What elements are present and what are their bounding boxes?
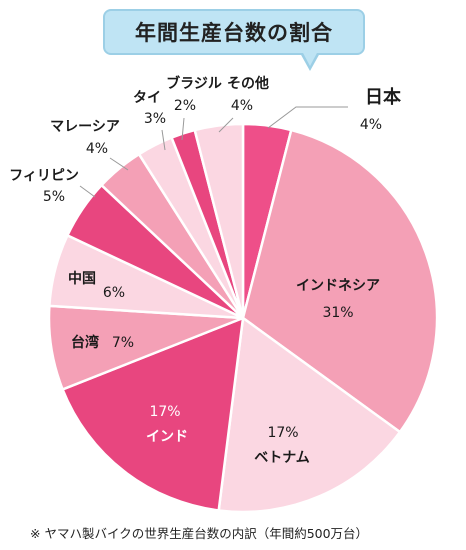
slice-value-6: 5%	[43, 189, 65, 205]
leader-line-6	[79, 185, 96, 198]
slice-value-8: 3%	[144, 111, 166, 127]
pie-slices	[47, 122, 439, 514]
slice-value-3: 17%	[149, 404, 180, 420]
slice-value-7: 4%	[86, 141, 108, 157]
slice-label-2: ベトナム	[254, 450, 310, 466]
pie-slice-10	[193, 122, 245, 319]
leader-line-8	[161, 129, 166, 151]
leader-line-10	[218, 117, 234, 133]
slice-label-4: 台湾	[71, 334, 99, 351]
slice-label-10: その他	[227, 75, 269, 92]
slice-value-9: 2%	[174, 98, 196, 114]
slice-value-0: 4%	[360, 117, 382, 133]
leader-line-9	[181, 117, 185, 141]
slice-label-0: 日本	[365, 86, 401, 108]
slice-value-4: 7%	[112, 335, 134, 351]
slice-value-2: 17%	[267, 425, 298, 441]
pie-slice-1	[241, 128, 439, 434]
title-callout-tail-fill	[302, 51, 318, 66]
slice-label-3: インド	[146, 429, 188, 445]
slice-value-5: 6%	[103, 285, 125, 301]
pie-slice-2	[217, 315, 402, 514]
slice-label-6: フィリピン	[9, 168, 79, 184]
slice-value-1: 31%	[322, 305, 353, 321]
chart-title: 年間生産台数の割合	[103, 9, 365, 55]
footnote: ※ ヤマハ製バイクの世界生産台数の内訳（年間約500万台）	[30, 526, 369, 541]
slice-value-10: 4%	[231, 98, 253, 114]
slice-label-7: マレーシア	[50, 119, 120, 135]
slice-label-5: 中国	[68, 270, 96, 287]
leader-line-0	[267, 106, 348, 129]
slice-label-8: タイ	[133, 90, 161, 106]
leader-line-7	[109, 157, 129, 171]
slice-label-9: ブラジル	[166, 75, 222, 92]
slice-label-1: インドネシア	[296, 278, 380, 294]
pie-slice-3	[60, 316, 245, 512]
pie-labels: 日本 4% インドネシア 31% ベトナム 17% インド 17% 台湾 7% 中国 6% フィリピン 5…	[9, 75, 401, 466]
